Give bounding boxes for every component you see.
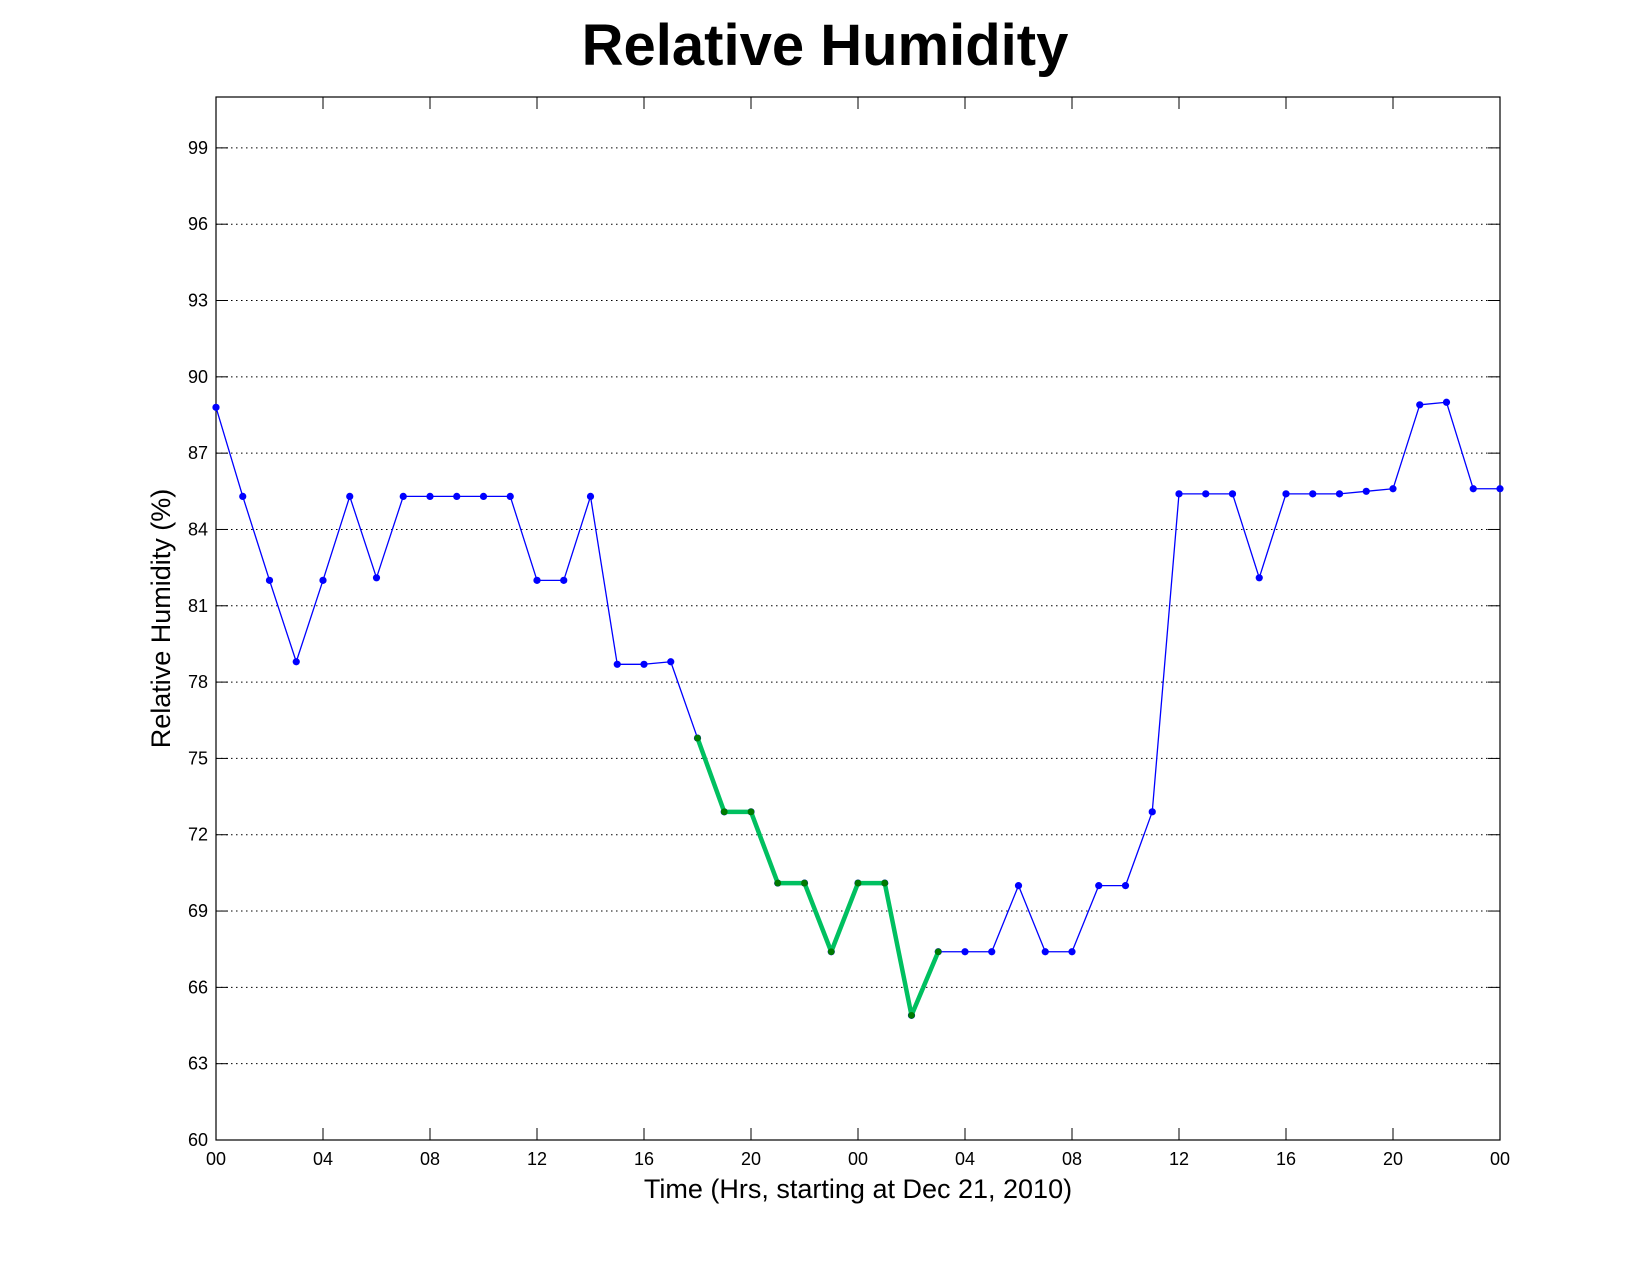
x-tick-label: 00 xyxy=(848,1149,868,1169)
series-0-point xyxy=(265,576,274,584)
series-1-point xyxy=(881,879,889,887)
series-0-point xyxy=(1041,948,1049,956)
series-0-point xyxy=(1014,882,1023,890)
series-0-point xyxy=(1121,882,1130,890)
y-tick-label: 69 xyxy=(188,901,208,921)
y-tick-label: 90 xyxy=(188,367,208,387)
series-0-point xyxy=(292,658,300,666)
series-1-point xyxy=(747,808,755,816)
x-tick-label: 04 xyxy=(313,1149,333,1169)
x-tick-label: 08 xyxy=(420,1149,440,1169)
x-tick-label: 00 xyxy=(206,1149,226,1169)
series-0-point xyxy=(399,492,407,500)
x-tick-label: 04 xyxy=(955,1149,975,1169)
series-line-0 xyxy=(215,401,1500,1016)
series-0-point xyxy=(1202,490,1210,498)
series-0-point xyxy=(1389,485,1397,493)
series-0-point xyxy=(1309,490,1317,498)
series-0-point xyxy=(479,492,488,500)
series-0-point xyxy=(1416,401,1424,409)
series-0-point xyxy=(1068,948,1076,956)
y-tick-label: 72 xyxy=(188,825,208,845)
series-layer xyxy=(212,398,1504,1019)
series-1-point xyxy=(720,808,728,816)
y-tick-label: 78 xyxy=(188,672,208,692)
series-0-point xyxy=(1148,808,1156,816)
plot-frame xyxy=(215,96,1501,1141)
series-1-point xyxy=(801,879,808,887)
series-0-point xyxy=(667,658,675,666)
series-0-point xyxy=(1095,882,1103,890)
x-tick-label: 16 xyxy=(1276,1149,1296,1169)
series-0-point xyxy=(506,492,514,500)
x-axis-label: Time (Hrs, starting at Dec 21, 2010) xyxy=(644,1174,1072,1204)
y-tick-label: 84 xyxy=(188,519,208,539)
series-0-point xyxy=(988,948,996,956)
series-0-point xyxy=(1255,574,1263,582)
series-1-point xyxy=(827,948,835,956)
y-tick-label: 87 xyxy=(188,443,208,463)
y-tick-label: 63 xyxy=(188,1054,208,1074)
series-0-point xyxy=(586,492,595,500)
y-axis-label: Relative Humidity (%) xyxy=(146,489,176,749)
series-0-point xyxy=(1228,490,1237,498)
series-0-point xyxy=(453,492,461,500)
x-tick-label: 20 xyxy=(1383,1149,1403,1169)
series-1-point xyxy=(934,948,942,956)
series-0-point xyxy=(961,948,969,956)
series-0-point xyxy=(1335,490,1344,498)
axis-ticks: 60 63 66 69 72 75 78 81 84 87 90 93 96 99 00 04 08 12 16 20… xyxy=(188,97,1510,1169)
series-0-point xyxy=(533,576,541,584)
y-tick-label: 81 xyxy=(188,596,208,616)
series-1-point xyxy=(774,879,782,887)
series-0-point xyxy=(319,576,327,584)
series-0-point xyxy=(1175,490,1183,498)
x-tick-label: 12 xyxy=(1169,1149,1189,1169)
x-tick-label: 16 xyxy=(634,1149,654,1169)
x-tick-label: 12 xyxy=(527,1149,547,1169)
x-tick-label: 20 xyxy=(741,1149,761,1169)
series-0-point xyxy=(426,492,434,500)
x-tick-label: 08 xyxy=(1062,1149,1082,1169)
y-tick-label: 66 xyxy=(188,977,208,997)
series-0-point xyxy=(640,660,648,668)
series-1-point xyxy=(908,1011,915,1019)
x-tick-label: 00 xyxy=(1490,1149,1510,1169)
y-tick-label: 99 xyxy=(188,138,208,158)
chart-title: Relative Humidity xyxy=(581,13,1069,78)
series-1-point xyxy=(854,879,862,887)
series-0-point xyxy=(212,403,220,411)
y-tick-label: 75 xyxy=(188,748,208,768)
y-tick-label: 96 xyxy=(188,214,208,234)
series-0-point xyxy=(1469,485,1477,493)
series-0-point xyxy=(1362,487,1370,495)
series-1-point xyxy=(694,734,701,742)
series-0-point xyxy=(239,492,247,500)
series-0-point xyxy=(346,492,354,500)
y-tick-label: 93 xyxy=(188,291,208,311)
series-0-point xyxy=(1496,485,1504,493)
series-0-point xyxy=(613,660,621,668)
series-0-point xyxy=(1442,398,1451,406)
series-0-point xyxy=(372,574,381,582)
y-tick-label: 60 xyxy=(188,1130,208,1150)
series-line-1 xyxy=(695,737,941,1018)
series-0-point xyxy=(1282,490,1290,498)
series-0-point xyxy=(560,576,568,584)
grid-lines xyxy=(216,147,1500,1065)
